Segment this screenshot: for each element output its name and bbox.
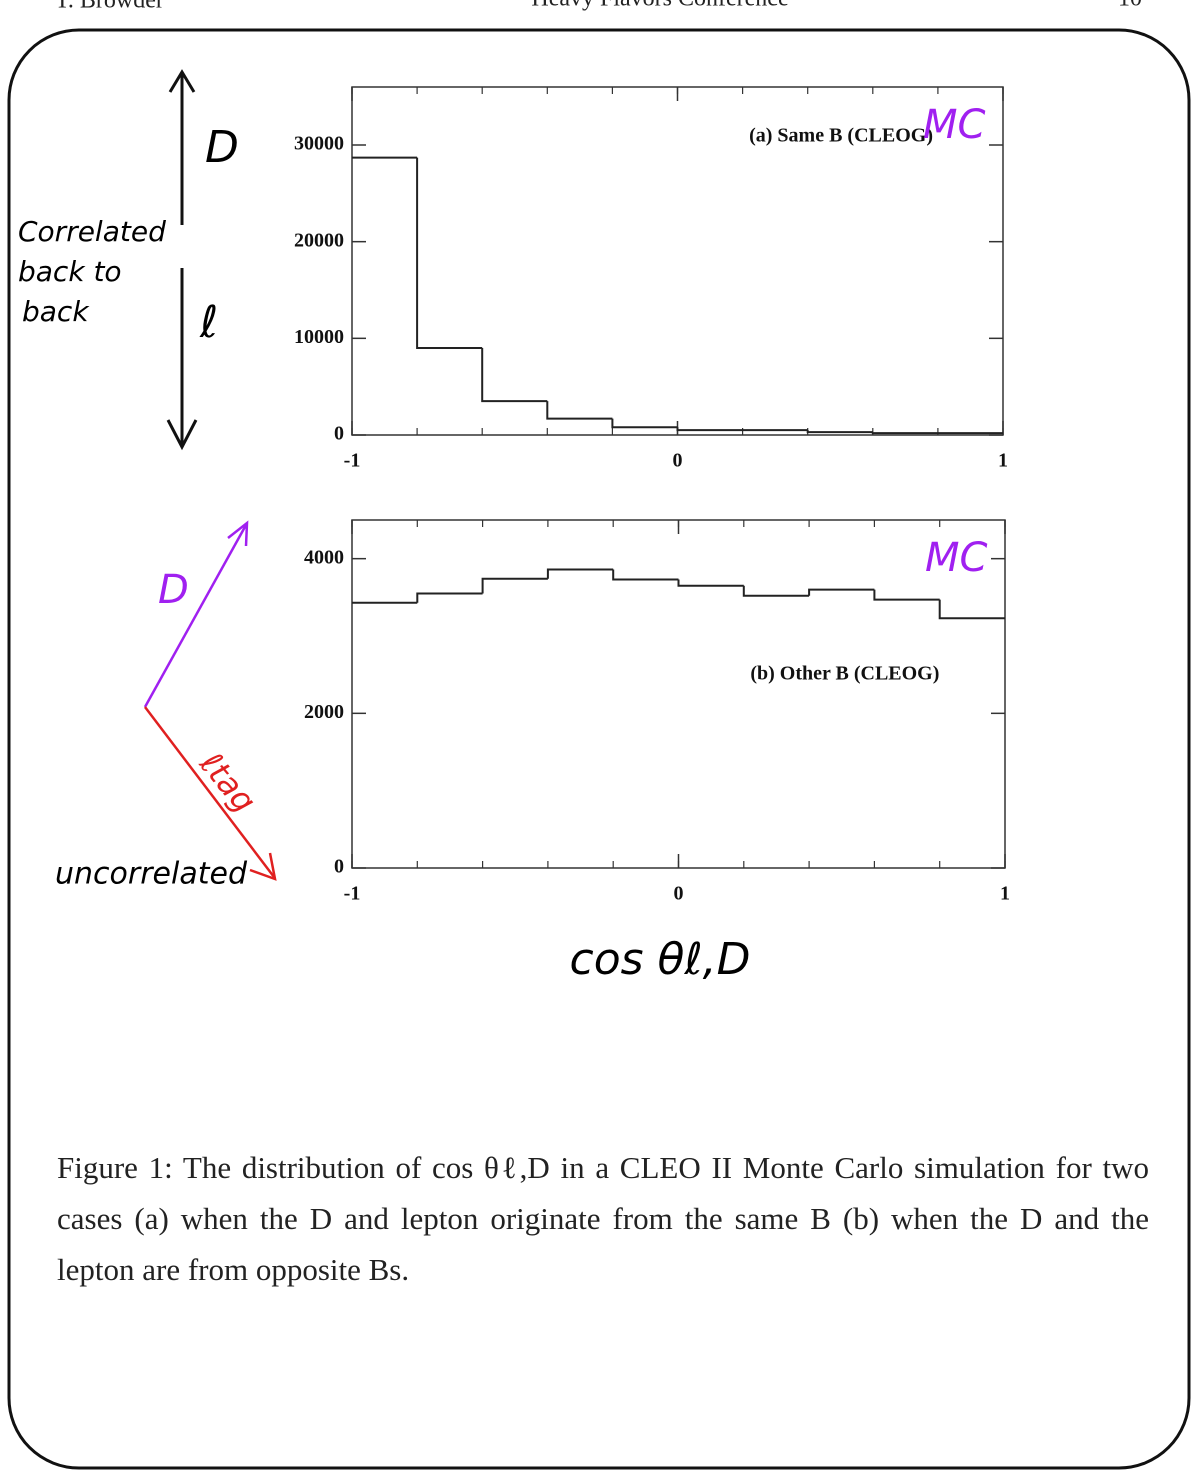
header-conference: Heavy Flavors Conference bbox=[531, 0, 788, 12]
chart-title: (a) Same B (CLEOG) bbox=[749, 125, 933, 147]
x-tick-label: 0 bbox=[674, 883, 684, 905]
label-correlated: Correlated bbox=[18, 215, 166, 248]
histogram-bin bbox=[416, 157, 483, 349]
histogram-bin bbox=[677, 579, 744, 587]
label-d: D bbox=[158, 567, 189, 613]
histogram-bin bbox=[416, 592, 483, 603]
histogram-bin bbox=[873, 589, 940, 601]
y-tick-label: 10000 bbox=[294, 326, 344, 348]
header-page: 10 bbox=[1118, 0, 1142, 12]
histogram-bin bbox=[806, 430, 873, 434]
arrow-head bbox=[227, 520, 249, 547]
histogram-bin bbox=[612, 569, 679, 581]
arrow-head bbox=[168, 69, 196, 93]
y-tick-label: 2000 bbox=[304, 701, 344, 723]
x-tick-label: -1 bbox=[344, 450, 361, 472]
label-correlated: back bbox=[22, 295, 90, 328]
label-d: D bbox=[205, 122, 239, 173]
histogram-bin bbox=[871, 432, 938, 435]
histogram-bin bbox=[481, 348, 548, 403]
x-tick-label: 1 bbox=[1000, 883, 1010, 905]
header-author: T. Browder bbox=[55, 0, 164, 14]
x-tick-label: 0 bbox=[673, 450, 683, 472]
plot-frame bbox=[351, 519, 1006, 869]
x-axis-label: cos θℓ,D bbox=[570, 934, 751, 985]
annotation-mc: MC bbox=[923, 102, 986, 148]
arrow-head bbox=[249, 852, 277, 881]
label-correlated: back to bbox=[18, 255, 122, 288]
histogram-bin bbox=[546, 568, 614, 579]
histogram-bin bbox=[676, 427, 743, 432]
histogram-bin bbox=[481, 577, 548, 594]
histogram-bin bbox=[546, 401, 613, 420]
x-tick-label: 1 bbox=[998, 450, 1008, 472]
label-l: ℓ bbox=[199, 297, 218, 348]
histogram-bin bbox=[808, 588, 875, 596]
histogram-bin bbox=[611, 418, 678, 429]
y-tick-label: 30000 bbox=[294, 133, 344, 155]
annotation-mc: MC bbox=[925, 535, 988, 581]
arrow-d bbox=[143, 524, 248, 708]
y-tick-label: 0 bbox=[334, 423, 344, 445]
label-uncorrelated: uncorrelated bbox=[55, 857, 248, 892]
chart-title: (b) Other B (CLEOG) bbox=[750, 663, 939, 685]
page-frame bbox=[7, 28, 1191, 1470]
histogram-bin bbox=[938, 599, 1005, 620]
arrow-head bbox=[166, 419, 198, 451]
y-tick-label: 4000 bbox=[304, 546, 344, 568]
caption: Figure 1: The distribution of cos θℓ,D i… bbox=[57, 1150, 1149, 1287]
histogram-bin bbox=[742, 585, 810, 597]
arrow-l bbox=[144, 706, 275, 878]
y-tick-label: 20000 bbox=[294, 229, 344, 251]
y-tick-label: 0 bbox=[334, 856, 344, 878]
x-tick-label: -1 bbox=[344, 883, 361, 905]
